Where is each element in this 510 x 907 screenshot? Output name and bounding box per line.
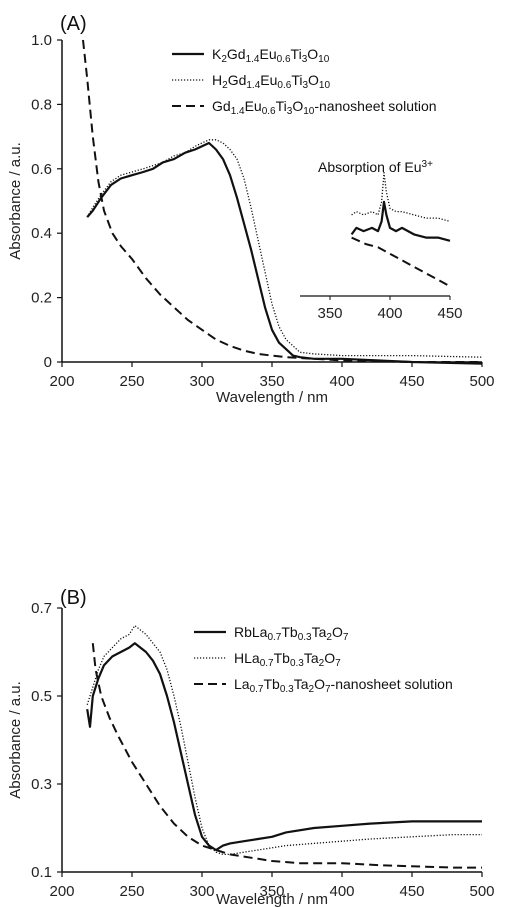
legend-label: Gd1.4Eu0.6Ti3O10-nanosheet solution xyxy=(212,98,437,117)
series-line-dotted xyxy=(86,139,483,358)
y-tick-label: 0.5 xyxy=(31,688,52,705)
x-tick-label: 200 xyxy=(49,883,74,900)
x-axis-label: Wavelength / nm xyxy=(216,891,328,907)
x-tick-label: 400 xyxy=(329,883,354,900)
chart-panel-b: 200 250 300 350 400 450 500 0.1 0.3 0.5 0.7 (B) Wave… xyxy=(7,587,495,907)
inset-series-line-dotted xyxy=(351,172,451,223)
x-tick-label: 300 xyxy=(189,883,214,900)
series-line-solid xyxy=(86,642,482,852)
y-tick-label: 0.7 xyxy=(31,600,52,617)
y-axis-label: Absorbance / a.u. xyxy=(7,142,24,260)
legend-label: La0.7Tb0.3Ta2O7-nanosheet solution xyxy=(234,676,453,695)
y-tick-label: 0.4 xyxy=(31,225,52,242)
inset-x-tick-label: 450 xyxy=(437,305,462,322)
y-tick-label: 0.3 xyxy=(31,776,52,793)
x-axis-label: Wavelength / nm xyxy=(216,389,328,406)
y-tick-label: 1.0 xyxy=(31,32,52,49)
y-tick-label: 0.1 xyxy=(31,864,52,881)
panel-label: (B) xyxy=(60,587,87,609)
y-tick-label: 0 xyxy=(44,354,52,371)
legend-label: HLa0.7Tb0.3Ta2O7 xyxy=(234,650,341,669)
panel-label: (A) xyxy=(60,13,87,35)
x-tick-label: 250 xyxy=(119,883,144,900)
legend-label: H2Gd1.4Eu0.6Ti3O10 xyxy=(212,72,330,91)
inset-series-line-solid xyxy=(350,200,451,242)
x-tick-label: 450 xyxy=(399,883,424,900)
x-tick-label: 350 xyxy=(259,373,284,390)
x-tick-label: 350 xyxy=(259,883,284,900)
x-tick-label: 500 xyxy=(469,883,494,900)
y-tick-label: 0.8 xyxy=(31,96,52,113)
series-line-dashed xyxy=(82,39,482,363)
x-tick-label: 250 xyxy=(119,373,144,390)
chart-panel-a: 200 250 300 350 400 450 500 0 0.2 0.4 0.6 0.8 1.0 (A)… xyxy=(7,13,495,406)
x-tick-label: 500 xyxy=(469,373,494,390)
inset-x-tick-label: 400 xyxy=(377,305,402,322)
legend-label: RbLa0.7Tb0.3Ta2O7 xyxy=(234,624,349,643)
inset-series-line-dashed xyxy=(351,236,451,288)
y-axis-label: Absorbance / a.u. xyxy=(7,681,24,799)
series-line-dashed xyxy=(91,643,482,869)
x-tick-label: 400 xyxy=(329,373,354,390)
y-tick-label: 0.2 xyxy=(31,290,52,307)
y-tick-label: 0.6 xyxy=(31,161,52,178)
inset-plot: 350 400 450 Absorption of Eu3+ xyxy=(300,159,463,322)
series-line-solid xyxy=(86,141,483,365)
inset-title: Absorption of Eu3+ xyxy=(318,159,433,175)
inset-x-tick-label: 350 xyxy=(317,305,342,322)
x-tick-label: 200 xyxy=(49,373,74,390)
x-tick-label: 450 xyxy=(399,373,424,390)
legend-label: K2Gd1.4Eu0.6Ti3O10 xyxy=(212,46,330,65)
x-tick-label: 300 xyxy=(189,373,214,390)
